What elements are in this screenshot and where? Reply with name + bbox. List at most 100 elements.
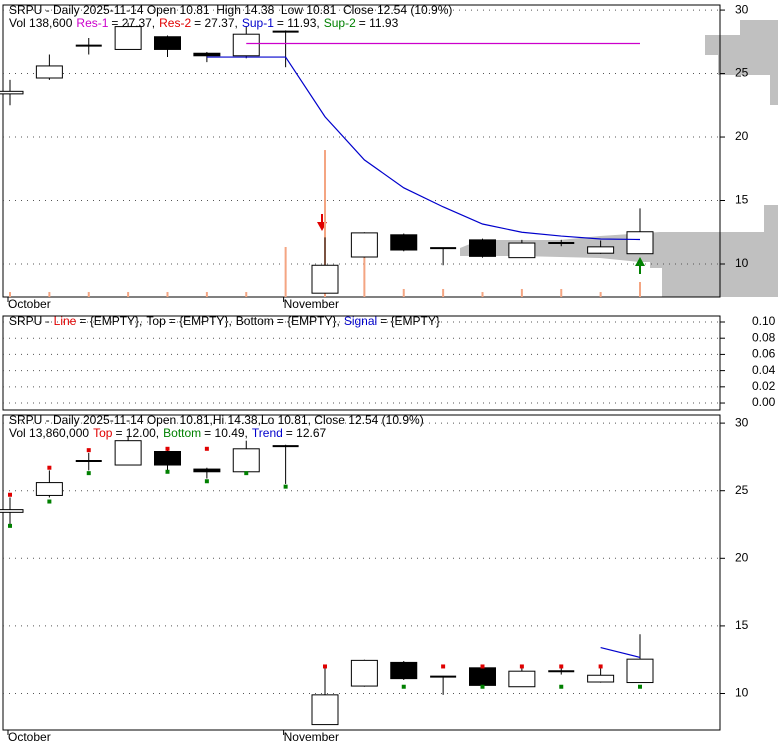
legend-name: Bottom [163,426,202,440]
x-tick-label: November [284,730,339,744]
panel-header: SRPU - Daily 2025-11-14 Open 10.81 High … [9,4,456,17]
indicator-dot [480,684,485,689]
candle-body [232,448,260,473]
candle-body [587,674,615,683]
volume-bar [481,292,484,297]
volume-profile [460,20,778,297]
indicator-dot [165,469,170,474]
candle-body [193,52,221,57]
y-tick-label: 0.00 [752,395,776,409]
candle-body [311,694,339,726]
indicator-dot [323,664,327,669]
x-tick-label: October [8,297,51,311]
candle-body [311,264,339,294]
plot-frame [2,414,721,731]
legend-value: = 12.00, [115,426,160,440]
legend-value: = 11.93, [276,16,320,30]
volume-bar [48,292,51,297]
indicator-dot [165,446,170,451]
candle-body [508,242,536,259]
indicator-dot [598,664,603,669]
legend-name: Sup-1 [241,16,274,30]
volume-bar [639,282,641,297]
y-tick-label: 10 [735,256,749,270]
panel-header: SRPU - Daily 2025-11-14 Open 10.81,Hi 14… [9,414,428,427]
volume-bar [87,292,90,297]
candle-body [626,658,654,684]
candle-body [114,440,142,466]
y-tick-label: 0.06 [752,347,776,361]
indicator-line [206,56,641,241]
volume-bar [166,292,169,297]
candle-body [154,451,181,466]
panel-header: Vol 138,600 Res-1 = 27.37, Res-2 = 27.37, Sup… [9,17,402,30]
candle-body [232,33,260,57]
volume-bar [442,288,445,297]
legend-value: = 27.37, [111,16,156,30]
candle-body [193,468,221,473]
legend-name: Res-2 [159,16,192,30]
indicator-dot [519,664,524,669]
legend-name: Top [93,426,113,440]
panel-title: SRPU - Daily 2025-11-14 Open 10.81,Hi 14… [9,413,424,427]
indicator-dot [638,684,642,689]
indicator-dot [86,448,91,453]
candle-body [469,667,496,686]
volume-bar [324,150,326,297]
y-tick-label: 20 [735,129,749,143]
legend-value: = 27.37, [194,16,238,30]
volume-bar [363,256,366,297]
candle-body [469,239,496,257]
x-tick-label: November [284,297,339,311]
indicator-dot [47,499,52,504]
indicator-dot [480,664,485,669]
candle-body [350,659,378,687]
candle-body [390,661,418,680]
indicator-dot [86,471,91,476]
legend-value: = {EMPTY}, [168,314,232,328]
volume-bar [9,292,11,297]
panel-header: Vol 13,860,000 Top = 12.00, Bottom = 10.49, T… [9,427,330,440]
candle-body [35,65,63,79]
y-tick-label: 0.02 [752,379,776,393]
legend-value: = 12.67 [285,426,327,440]
candle-body [154,36,181,50]
y-tick-label: 0.04 [752,363,776,377]
candle-body [114,26,142,50]
legend-name: Sup-2 [323,16,356,30]
panel-header: SRPU - Line = {EMPTY}, Top = {EMPTY}, Bottom =… [9,315,444,328]
indicator-line [600,646,641,658]
y-tick-label: 25 [735,483,749,497]
legend-value: = 10.49, [204,426,248,440]
candle-body [0,90,24,95]
volume-bar [284,247,287,297]
candle-body [626,231,654,255]
volume-bar [245,292,248,297]
x-tick-label: October [8,730,51,744]
volume-bar [599,292,602,297]
y-tick-label: 30 [735,2,749,16]
legend-value: = {EMPTY}, [79,314,143,328]
candle-body [350,232,378,258]
panel-title: SRPU - [9,314,50,328]
indicator-dot [204,446,209,451]
candle-body [35,482,63,496]
y-tick-label: 0.08 [752,330,776,344]
indicator-dot [559,684,564,689]
indicator-dot [8,523,12,528]
y-tick-label: 10 [735,686,749,700]
indicator-dot [244,471,249,476]
legend-name: Res-1 [76,16,109,30]
legend-value: = {EMPTY}, [276,314,340,328]
indicator-dot [8,492,12,497]
candle-body [508,670,536,688]
legend-name: Signal [343,314,378,328]
indicator-dot [283,484,288,489]
y-tick-label: 15 [735,193,749,207]
volume-bar [520,288,523,297]
legend-value: = 11.93 [358,16,399,30]
plot-frame [2,4,721,298]
candle-body [587,246,615,254]
